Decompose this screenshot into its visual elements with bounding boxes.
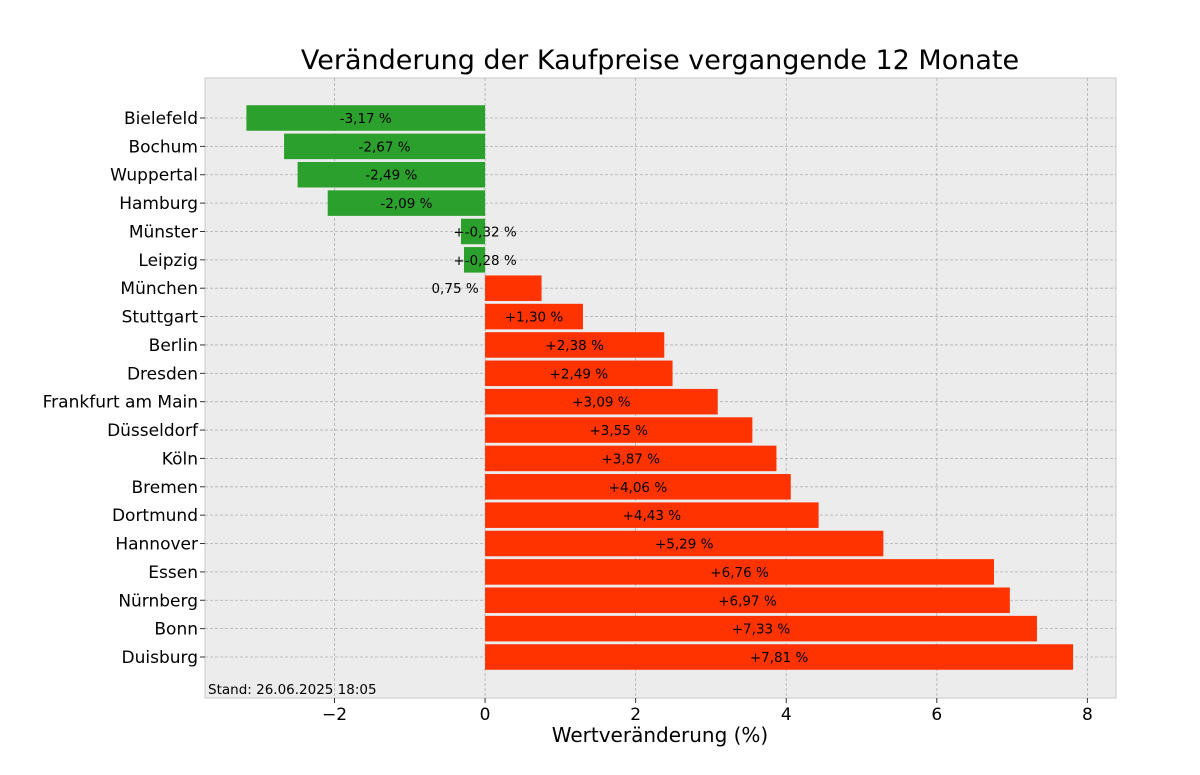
data-label: +6,97 % [718, 593, 777, 609]
y-tick-label: Düsseldorf [107, 421, 199, 441]
bar [246, 105, 486, 131]
y-axis-ticks: Bielefeld Bochum Wuppertal Hamburg Münster Le… [43, 109, 205, 668]
bar [485, 417, 753, 443]
y-tick-label: Hamburg [119, 194, 198, 214]
x-tick-label: 4 [781, 705, 792, 725]
data-label: +7,33 % [732, 622, 791, 638]
y-tick-label: Bonn [154, 620, 198, 640]
data-labels: -3,17 % -2,67 % -2,49 % -2,09 % +-0,32 % +-0,… [340, 111, 809, 666]
y-tick-label: Essen [148, 563, 198, 583]
bar [485, 615, 1037, 642]
bar [485, 388, 718, 415]
data-label: +-0,28 % [453, 253, 517, 269]
bar [485, 303, 583, 330]
bar [485, 530, 884, 557]
x-tick-label: 8 [1082, 705, 1093, 725]
bar [485, 644, 1074, 670]
data-label: 0,75 % [431, 281, 478, 297]
data-label: +3,87 % [602, 451, 661, 467]
x-tick-label: 0 [480, 705, 491, 725]
data-label: +7,81 % [750, 650, 809, 666]
y-tick-label: Münster [129, 222, 198, 242]
bar [485, 332, 665, 358]
y-tick-label: Dortmund [112, 506, 198, 526]
data-label: +3,55 % [589, 423, 648, 439]
y-tick-label: Nürnberg [118, 591, 198, 611]
data-label: +2,49 % [550, 366, 609, 382]
bar [460, 218, 486, 245]
x-axis-ticks: −2 0 2 4 6 8 [322, 698, 1093, 725]
bar [485, 275, 542, 301]
y-tick-label: Dresden [127, 364, 198, 384]
y-tick-label: Bielefeld [124, 109, 198, 129]
bar [485, 474, 791, 500]
y-tick-label: Hannover [115, 535, 198, 555]
bar [485, 559, 995, 585]
bar [463, 247, 486, 273]
bars [246, 105, 1074, 670]
bar [485, 587, 1010, 614]
y-tick-label: Frankfurt am Main [43, 393, 198, 413]
y-tick-label: Berlin [149, 336, 198, 356]
y-tick-label: Köln [162, 449, 198, 469]
data-label: -2,09 % [380, 196, 432, 212]
y-tick-label: Wuppertal [110, 166, 198, 186]
data-label: +2,38 % [545, 338, 604, 354]
chart-title: Veränderung der Kaufpreise vergangende 1… [301, 45, 1019, 76]
x-tick-label: 6 [931, 705, 942, 725]
data-label: +1,30 % [505, 310, 564, 326]
data-label: -2,67 % [359, 139, 411, 155]
bar [485, 445, 777, 472]
bar [297, 161, 486, 188]
x-tick-label: 2 [630, 705, 641, 725]
data-label: +-0,32 % [453, 224, 517, 240]
data-label: +4,06 % [609, 480, 668, 496]
bar [485, 360, 673, 387]
data-label: +6,76 % [710, 565, 769, 581]
data-label: +4,43 % [623, 508, 682, 524]
y-tick-label: München [120, 279, 198, 299]
timestamp-note: Stand: 26.06.2025 18:05 [208, 682, 377, 698]
x-tick-label: −2 [322, 705, 347, 725]
bar [284, 133, 486, 160]
data-label: +5,29 % [655, 537, 714, 553]
y-tick-label: Stuttgart [122, 308, 199, 328]
y-tick-label: Leipzig [138, 251, 198, 271]
y-tick-label: Bochum [128, 137, 198, 157]
y-tick-label: Bremen [131, 478, 198, 498]
y-tick-label: Duisburg [122, 648, 199, 668]
x-axis-label: Wertveränderung (%) [552, 723, 769, 747]
bar [327, 190, 486, 216]
data-label: -3,17 % [340, 111, 392, 127]
data-label: -2,49 % [365, 168, 417, 184]
data-label: +3,09 % [572, 395, 631, 411]
bar [485, 502, 819, 528]
